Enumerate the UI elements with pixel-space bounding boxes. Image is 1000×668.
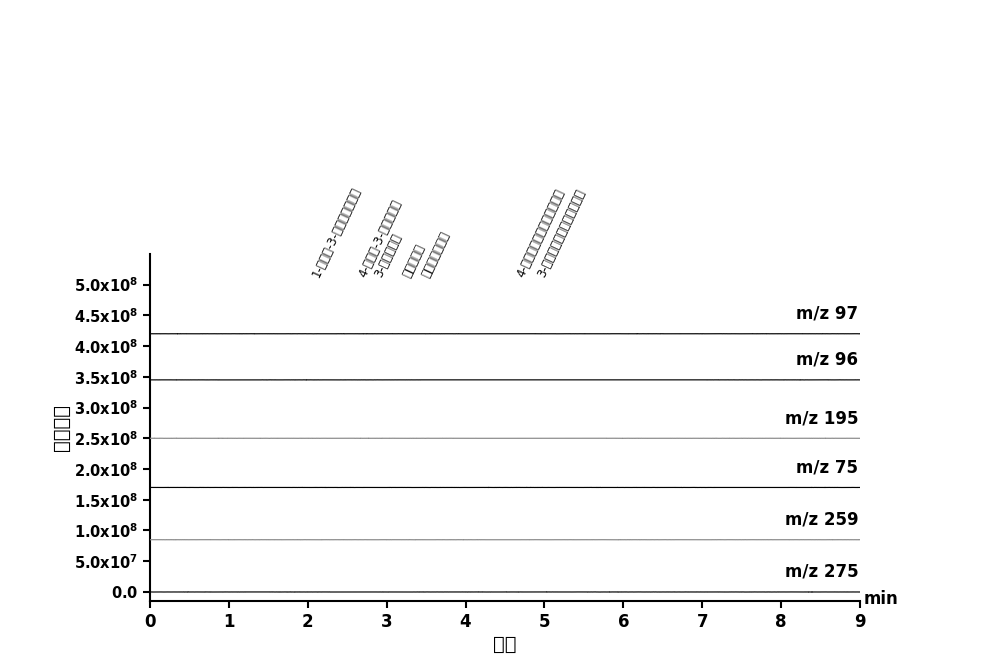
Text: m/z 97: m/z 97 <box>796 305 858 323</box>
Text: m/z 75: m/z 75 <box>796 458 858 476</box>
Text: min: min <box>864 591 899 609</box>
Text: 黑芥子硫苷: 黑芥子硫苷 <box>401 242 427 280</box>
Text: m/z 259: m/z 259 <box>785 510 858 528</box>
Text: 1-甲硫基-3-吲哚基甲基硫苷: 1-甲硫基-3-吲哚基甲基硫苷 <box>309 185 363 280</box>
Text: 3-（甲基亚磺酰基）丁基硫苷: 3-（甲基亚磺酰基）丁基硫苷 <box>535 188 587 280</box>
Y-axis label: 离子强度: 离子强度 <box>52 404 71 451</box>
Text: 3-丁烯基硫苷: 3-丁烯基硫苷 <box>372 232 404 280</box>
Text: m/z 275: m/z 275 <box>785 563 858 581</box>
Text: m/z 195: m/z 195 <box>785 409 858 428</box>
Text: 吲哚基甲基硫苷: 吲哚基甲基硫苷 <box>420 230 452 280</box>
Text: 4-甲硫基-3-吲哚基硫苷: 4-甲硫基-3-吲哚基硫苷 <box>357 198 404 280</box>
X-axis label: 时间: 时间 <box>493 635 517 654</box>
Text: m/z 96: m/z 96 <box>796 351 858 369</box>
Text: 4-（甲基亚磺酰基）丙基硫苷: 4-（甲基亚磺酰基）丙基硫苷 <box>514 187 567 280</box>
